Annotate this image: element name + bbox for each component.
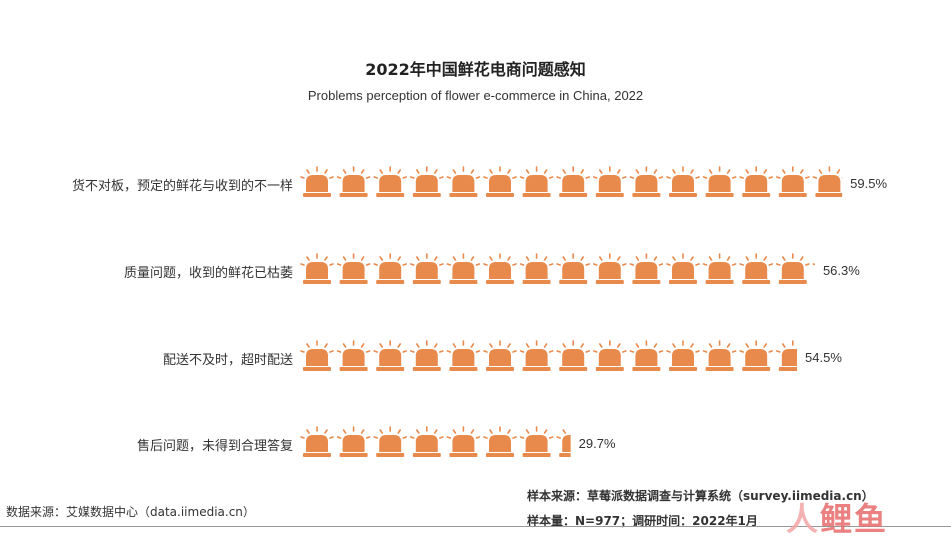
alarm-siren-icon (519, 340, 554, 371)
alarm-siren-icon (519, 253, 554, 284)
chart-subtitle: Problems perception of flower e-commerce… (307, 88, 644, 103)
chart-title: 2022年中国鲜花电商问题感知 (365, 60, 586, 79)
alarm-siren-icon (666, 166, 700, 197)
alarm-siren-icon (556, 340, 591, 371)
alarm-siren-icon (556, 253, 591, 284)
bar-row-1 (300, 166, 843, 197)
alarm-siren-icon (629, 340, 664, 371)
alarm-siren-icon (373, 340, 408, 371)
alarm-siren-icon (519, 166, 554, 197)
category-label: 质量问题，收到的鲜花已枯萎 (123, 266, 293, 281)
value-label: 56.3% (822, 263, 860, 278)
alarm-siren-icon (666, 340, 700, 371)
alarm-siren-icon (629, 166, 664, 197)
alarm-siren-icon (336, 340, 371, 371)
alarm-siren-icon (592, 340, 627, 371)
alarm-siren-icon (739, 253, 774, 284)
alarm-siren-icon (556, 166, 591, 197)
value-label: 54.5% (805, 350, 842, 365)
alarm-siren-icon (702, 253, 737, 284)
bar-row-4 (300, 426, 571, 457)
alarm-siren-icon (409, 166, 444, 197)
category-label: 配送不及时，超时配送 (162, 353, 293, 368)
alarm-siren-icon (300, 340, 334, 371)
alarm-siren-icon (592, 253, 627, 284)
alarm-siren-icon (775, 253, 810, 284)
value-label: 59.5% (850, 176, 888, 191)
sample-source: 样本来源：草莓派数据调查与计算系统（survey.iimedia.cn） (527, 489, 874, 503)
alarm-siren-icon (702, 166, 737, 197)
alarm-siren-icon (739, 166, 774, 197)
alarm-siren-icon (629, 253, 664, 284)
alarm-siren-icon (702, 340, 737, 371)
alarm-siren-icon (373, 166, 408, 197)
alarm-siren-icon (446, 166, 481, 197)
alarm-siren-icon (300, 166, 334, 197)
brand-logo: 人鲤鱼 (786, 500, 889, 538)
alarm-siren-icon (336, 426, 371, 457)
bar-row-3 (300, 340, 798, 371)
value-label: 29.7% (578, 436, 616, 451)
category-label: 售后问题，未得到合理答复 (136, 439, 293, 454)
alarm-siren-icon (483, 253, 517, 284)
alarm-siren-icon (336, 166, 371, 197)
alarm-siren-icon (336, 253, 371, 284)
alarm-siren-icon (409, 253, 444, 284)
alarm-siren-icon (300, 426, 334, 457)
category-label: 货不对板，预定的鲜花与收到的不一样 (71, 179, 293, 194)
alarm-siren-icon (446, 426, 481, 457)
alarm-siren-icon (483, 166, 517, 197)
alarm-siren-icon (666, 253, 700, 284)
alarm-siren-icon (483, 426, 517, 457)
alarm-siren-icon (373, 426, 408, 457)
alarm-siren-icon (300, 253, 334, 284)
alarm-siren-icon (775, 166, 810, 197)
alarm-siren-icon (446, 340, 481, 371)
footer-divider (0, 526, 951, 527)
alarm-siren-icon (812, 166, 843, 197)
alarm-siren-icon (739, 340, 774, 371)
alarm-siren-icon (519, 426, 554, 457)
alarm-siren-icon (483, 340, 517, 371)
data-source: 数据来源：艾媒数据中心（data.iimedia.cn） (6, 505, 255, 519)
alarm-siren-icon (373, 253, 408, 284)
alarm-siren-icon (812, 263, 815, 266)
alarm-siren-icon (446, 253, 481, 284)
alarm-siren-icon (592, 166, 627, 197)
alarm-siren-icon (409, 426, 444, 457)
alarm-siren-icon (409, 340, 444, 371)
alarm-siren-icon (556, 429, 571, 457)
alarm-siren-icon (775, 340, 798, 371)
bar-row-2 (300, 253, 815, 284)
sample-size: 样本量：N=977；调研时间：2022年1月 (527, 514, 758, 528)
